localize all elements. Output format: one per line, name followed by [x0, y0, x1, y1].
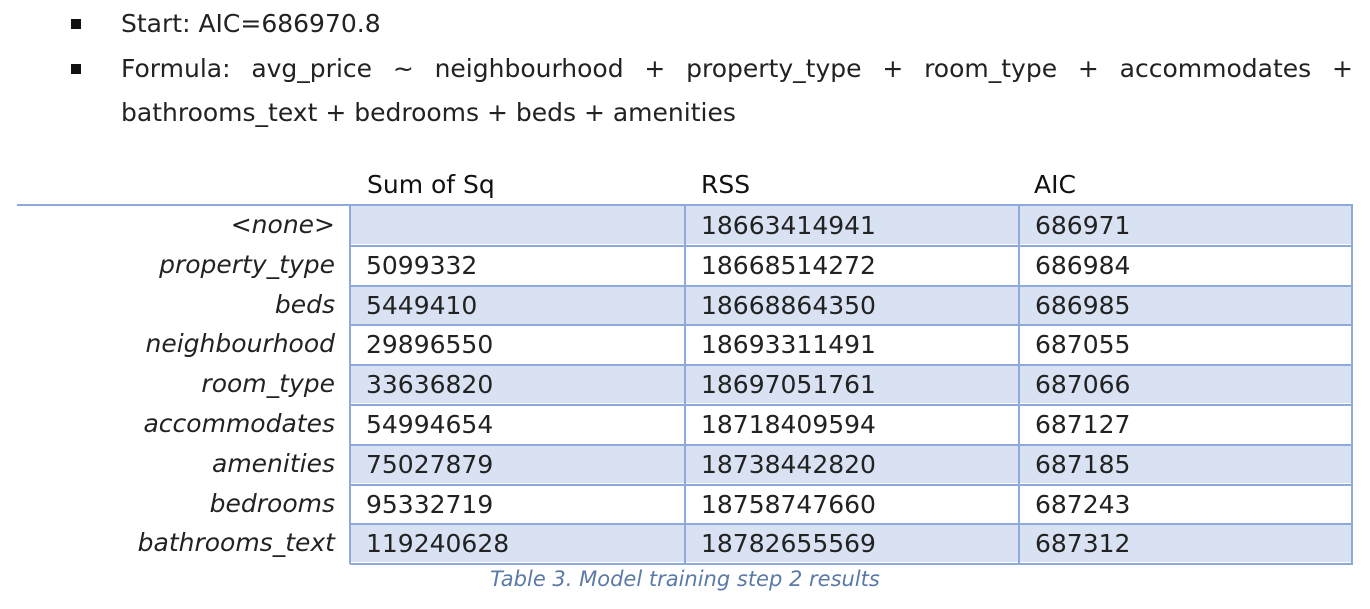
cell-aic: 687066: [1020, 365, 1352, 404]
formula-token: room_type: [924, 54, 1058, 83]
grid-line-horizontal: [350, 483, 1353, 486]
cell-rss: 18758747660: [701, 489, 876, 519]
formula-token: +: [882, 54, 904, 83]
cell-rss: 18693311491: [701, 330, 876, 360]
formula-token: Formula:: [121, 54, 231, 83]
grid-line-vertical: [1351, 205, 1353, 564]
formula-token: property_type: [686, 54, 862, 83]
row-label: neighbourhood: [145, 329, 335, 359]
cell-sum-of-sq: 75027879: [351, 444, 685, 483]
column-header-aic: AIC: [1034, 170, 1076, 199]
cell-rss: 18782655569: [686, 524, 1019, 563]
row-label: bedrooms: [209, 488, 335, 518]
row-label: bathrooms_text: [137, 528, 335, 558]
cell-rss: 18668864350: [686, 285, 1019, 324]
cell-sum-of-sq: 5099332: [366, 250, 478, 280]
grid-line-horizontal: [350, 443, 1353, 446]
formula-token: avg_price: [251, 54, 373, 83]
cell-aic: 686984: [1035, 250, 1131, 280]
start-aic-text: Start: AIC=686970.8: [121, 9, 381, 38]
row-label: property_type: [159, 249, 335, 279]
formula-token: +: [1077, 54, 1099, 83]
cell-aic: 686985: [1020, 285, 1352, 324]
formula-token: accommodates: [1119, 54, 1312, 83]
cell-rss: 18697051761: [686, 365, 1019, 404]
row-label: accommodates: [143, 409, 335, 438]
cell-aic: 687243: [1035, 489, 1131, 519]
bullet-square-icon: [71, 19, 81, 29]
cell-rss: 18738442820: [686, 444, 1019, 483]
cell-aic: 687127: [1035, 410, 1131, 439]
cell-sum-of-sq: 95332719: [366, 489, 494, 519]
row-label: amenities: [212, 448, 335, 478]
cell-sum-of-sq: 33636820: [351, 365, 685, 404]
grid-line-horizontal: [350, 404, 1353, 406]
cell-sum-of-sq: 29896550: [366, 330, 494, 360]
row-label: room_type: [201, 369, 335, 399]
grid-line-vertical: [1018, 205, 1020, 564]
cell-sum-of-sq: 5449410: [351, 285, 685, 324]
row-label: beds: [274, 289, 335, 319]
grid-line-horizontal: [350, 244, 1353, 247]
cell-sum-of-sq: 54994654: [366, 410, 494, 439]
cell-aic: 687312: [1020, 524, 1352, 563]
formula-token: +: [1331, 54, 1353, 83]
cell-aic: 687185: [1020, 444, 1352, 483]
grid-line-horizontal: [350, 324, 1353, 327]
cell-rss: 18663414941: [686, 206, 1019, 244]
cell-aic: 686971: [1020, 206, 1352, 244]
cell-rss: 18668514272: [701, 250, 876, 280]
formula-token: ~: [392, 54, 414, 83]
grid-line-horizontal: [350, 563, 1353, 566]
table-caption: Table 3. Model training step 2 results: [490, 567, 880, 591]
formula-line-2: bathrooms_text + bedrooms + beds + ameni…: [121, 98, 736, 127]
grid-line-vertical: [684, 205, 686, 564]
cell-sum-of-sq: 119240628: [351, 524, 685, 563]
grid-line-horizontal: [350, 284, 1353, 287]
column-header-rss: RSS: [701, 170, 751, 199]
grid-line-vertical: [349, 205, 351, 564]
formula-line-1: Formula: avg_price ~ neighbourhood + pro…: [121, 47, 1353, 91]
bullet-square-icon: [71, 64, 81, 74]
grid-line-horizontal: [350, 364, 1353, 367]
grid-line-horizontal: [350, 523, 1353, 526]
cell-sum-of-sq: [351, 206, 685, 244]
cell-rss: 18718409594: [701, 410, 876, 439]
cell-aic: 687055: [1035, 330, 1131, 360]
column-header-sum-of-sq: Sum of Sq: [367, 170, 495, 199]
row-label: <none>: [230, 210, 335, 239]
formula-token: neighbourhood: [434, 54, 624, 83]
formula-token: +: [644, 54, 666, 83]
